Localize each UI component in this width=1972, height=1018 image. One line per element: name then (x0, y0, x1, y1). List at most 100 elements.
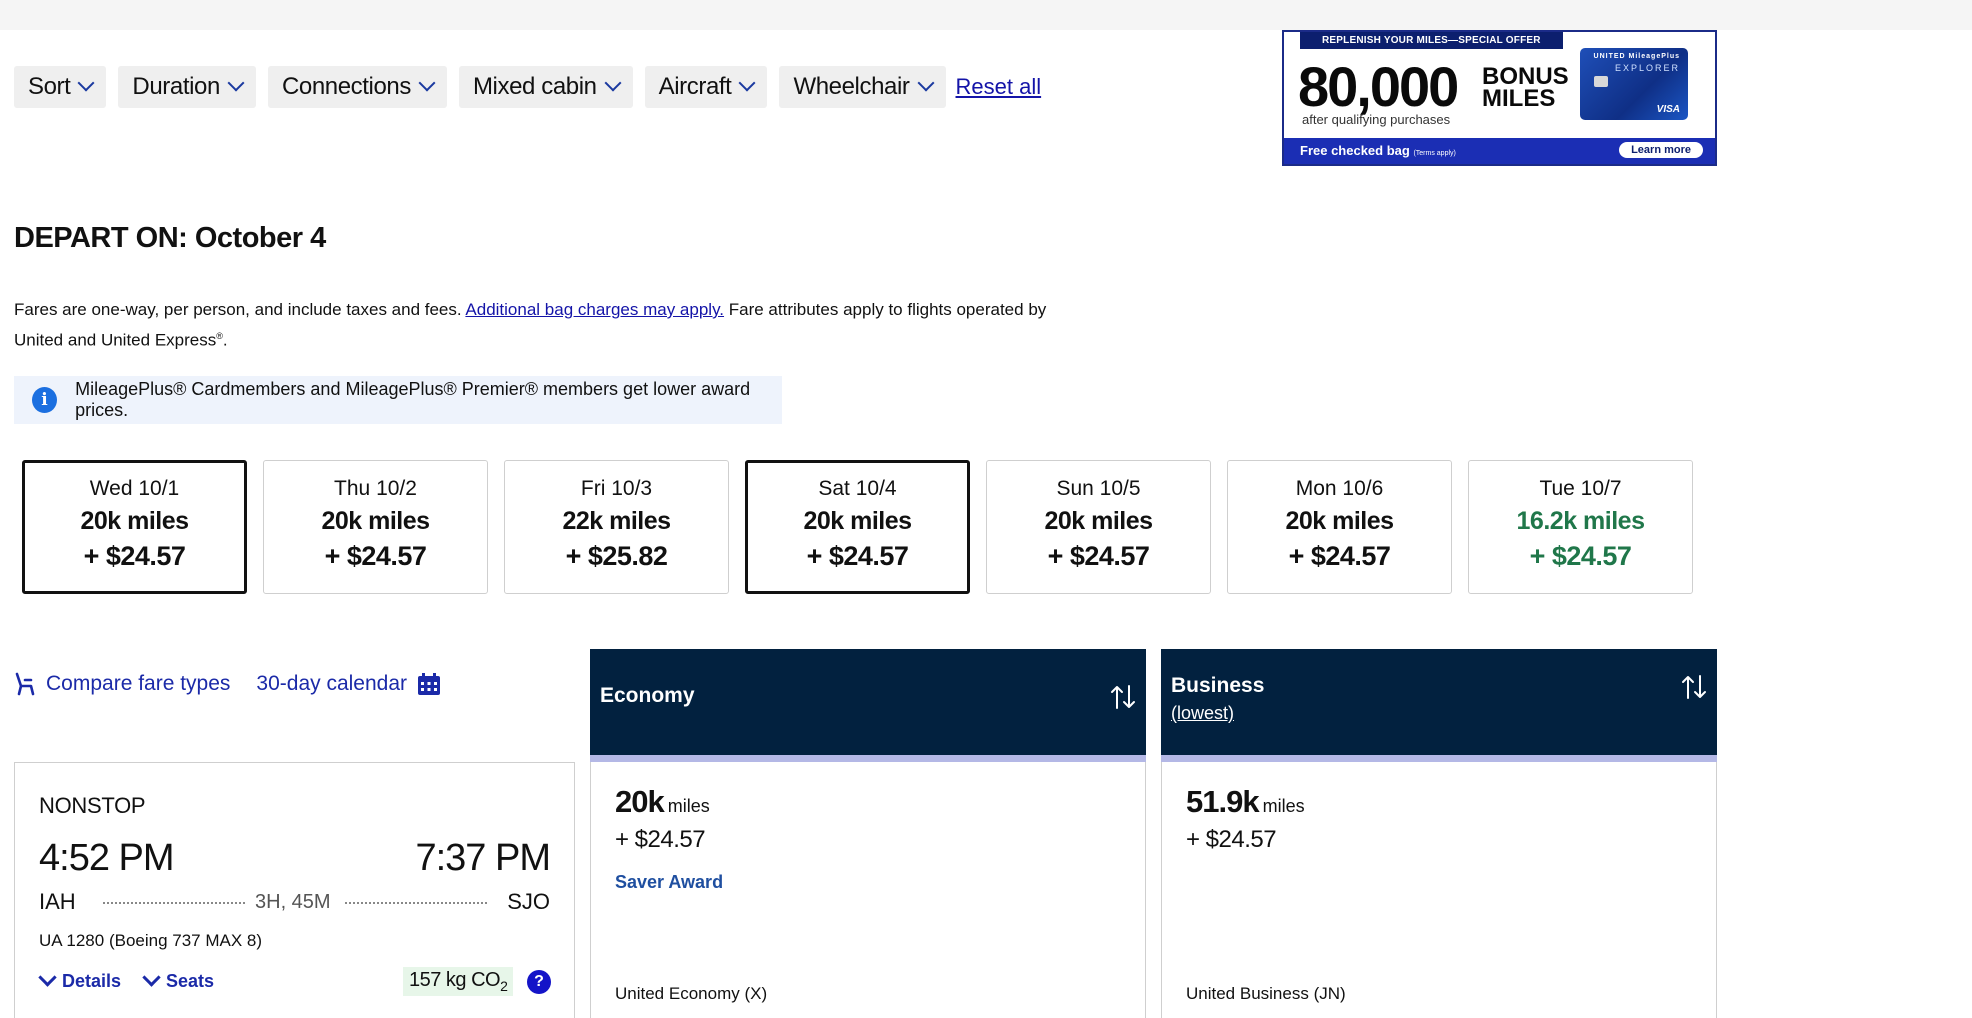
credit-card-ad[interactable]: REPLENISH YOUR MILES—SPECIAL OFFER 80,00… (1282, 30, 1717, 166)
results-tools: Compare fare types 30-day calendar (14, 672, 441, 696)
calendar-link[interactable]: 30-day calendar (256, 672, 441, 696)
reset-all-link[interactable]: Reset all (955, 74, 1042, 99)
chevron-down-icon (38, 968, 57, 987)
duration-filter-button[interactable]: Duration (118, 66, 256, 108)
compare-fare-types-link[interactable]: Compare fare types (14, 672, 230, 696)
bag-charges-link[interactable]: Additional bag charges may apply. (465, 300, 725, 319)
date-miles: 20k miles (80, 507, 189, 535)
info-banner-text: MileagePlus® Cardmembers and MileagePlus… (75, 379, 751, 420)
top-strip (0, 0, 1972, 30)
calendar-icon (418, 673, 441, 695)
seats-label: Seats (166, 971, 215, 991)
saver-award-label: Saver Award (615, 872, 724, 892)
date-day: Tue 10/7 (1539, 477, 1622, 500)
date-card[interactable]: Thu 10/2 20k miles + $24.57 (263, 460, 488, 594)
mixed-cabin-filter-button[interactable]: Mixed cabin (458, 66, 633, 108)
chevron-down-icon (142, 968, 161, 987)
business-miles-unit: miles (1262, 796, 1305, 816)
date-card[interactable]: Fri 10/3 22k miles + $25.82 (504, 460, 729, 594)
date-card-selected[interactable]: Sat 10/4 20k miles + $24.57 (745, 460, 970, 594)
info-banner: i MileagePlus® Cardmembers and MileagePl… (14, 376, 782, 424)
sort-filter-label: Sort (28, 73, 71, 100)
calendar-label: 30-day calendar (256, 672, 408, 695)
fare-note: Fares are one-way, per person, and inclu… (14, 296, 1074, 354)
business-accent-bar (1161, 755, 1717, 763)
business-cabin: United Business (JN) (1186, 984, 1346, 1003)
date-card[interactable]: Mon 10/6 20k miles + $24.57 (1227, 460, 1452, 594)
date-price: + $24.57 (83, 541, 186, 571)
seat-icon (15, 672, 35, 696)
date-day: Sun 10/5 (1056, 477, 1141, 500)
ad-free-bag: Free checked bag (1300, 143, 1410, 158)
fare-note-post: Fare attributes apply to flights operate… (14, 300, 1047, 350)
aircraft-filter-label: Aircraft (658, 73, 732, 100)
date-day: Wed 10/1 (89, 477, 180, 500)
wheelchair-filter-button[interactable]: Wheelchair (779, 66, 946, 108)
business-column-title: Business (1171, 674, 1265, 697)
ad-terms: (Terms apply) (1413, 150, 1456, 157)
economy-cabin: United Economy (X) (615, 984, 768, 1003)
economy-miles-value: 20k (615, 784, 665, 819)
date-price: + $24.57 (806, 541, 909, 571)
chevron-down-icon (77, 74, 95, 92)
business-miles: 51.9k miles (1186, 784, 1305, 820)
economy-column-title: Economy (600, 684, 695, 707)
chevron-down-icon (418, 74, 436, 92)
date-day: Mon 10/6 (1295, 477, 1384, 500)
filter-bar: Sort Duration Connections Mixed cabin Ai… (14, 66, 1041, 108)
economy-miles-unit: miles (667, 796, 710, 816)
date-price: + $24.57 (1288, 541, 1391, 571)
card-chip-icon (1594, 76, 1608, 87)
flight-duration: 3H, 45M (255, 891, 331, 913)
date-miles: 20k miles (803, 507, 912, 535)
date-miles: 20k miles (1285, 507, 1394, 535)
flight-number: UA 1280 (Boeing 737 MAX 8) (39, 931, 263, 950)
chevron-down-icon (917, 74, 935, 92)
business-price-cell[interactable]: 51.9k miles + $24.57 United Business (JN) (1161, 762, 1717, 1018)
details-label: Details (62, 971, 122, 991)
connections-filter-label: Connections (281, 73, 411, 100)
credit-card-image: UNITED MileagePlus EXPLORER VISA (1580, 48, 1688, 120)
economy-column-header[interactable]: Economy (590, 649, 1146, 763)
ad-bonus-line2: MILES (1482, 85, 1556, 112)
page-title: DEPART ON: October 4 (14, 222, 326, 254)
flight-card: NONSTOP 4:52 PM 7:37 PM IAH 3H, 45M SJO … (14, 762, 575, 1018)
arrive-time: 7:37 PM (415, 837, 551, 879)
business-miles-value: 51.9k (1186, 784, 1260, 819)
info-icon: i (32, 387, 58, 413)
date-card-lowest[interactable]: Tue 10/7 16.2k miles + $24.57 (1468, 460, 1693, 594)
sort-icon[interactable] (1110, 683, 1136, 711)
date-price: + $24.57 (1047, 541, 1150, 571)
route-line (345, 902, 487, 904)
chevron-down-icon (227, 74, 245, 92)
card-name: EXPLORER (1614, 63, 1680, 73)
business-lowest-link[interactable]: (lowest) (1171, 703, 1235, 723)
stops-label: NONSTOP (39, 793, 146, 818)
chevron-down-icon (604, 74, 622, 92)
seats-link[interactable]: Seats (142, 968, 215, 992)
ad-bottom-text: Free checked bag (Terms apply) (1300, 143, 1456, 158)
aircraft-filter-button[interactable]: Aircraft (644, 66, 768, 108)
ad-bonus-line1: BONUS (1482, 63, 1569, 90)
date-price: + $24.57 (324, 541, 427, 571)
connections-filter-button[interactable]: Connections (267, 66, 447, 108)
date-card[interactable]: Wed 10/1 20k miles + $24.57 (22, 460, 247, 594)
date-carousel: Wed 10/1 20k miles + $24.57 Thu 10/2 20k… (22, 460, 1693, 594)
economy-miles: 20k miles (615, 784, 710, 820)
fare-note-end: . (222, 330, 228, 350)
sort-filter-button[interactable]: Sort (14, 66, 107, 108)
duration-filter-label: Duration (132, 73, 220, 100)
sort-icon[interactable] (1681, 673, 1707, 701)
date-card[interactable]: Sun 10/5 20k miles + $24.57 (986, 460, 1211, 594)
economy-price-cell[interactable]: 20k miles + $24.57 Saver Award United Eco… (590, 762, 1146, 1018)
destination-airport: SJO (507, 889, 550, 914)
learn-more-button[interactable]: Learn more (1619, 142, 1703, 158)
chevron-down-icon (738, 74, 756, 92)
details-link[interactable]: Details (38, 968, 122, 992)
depart-time: 4:52 PM (39, 837, 175, 879)
ad-subtext: after qualifying purchases (1302, 112, 1451, 127)
card-brand: UNITED MileagePlus (1593, 53, 1680, 60)
help-icon[interactable]: ? (527, 970, 551, 994)
business-column-header[interactable]: Business (lowest) (1161, 649, 1717, 763)
registered-mark: ® (216, 331, 223, 341)
